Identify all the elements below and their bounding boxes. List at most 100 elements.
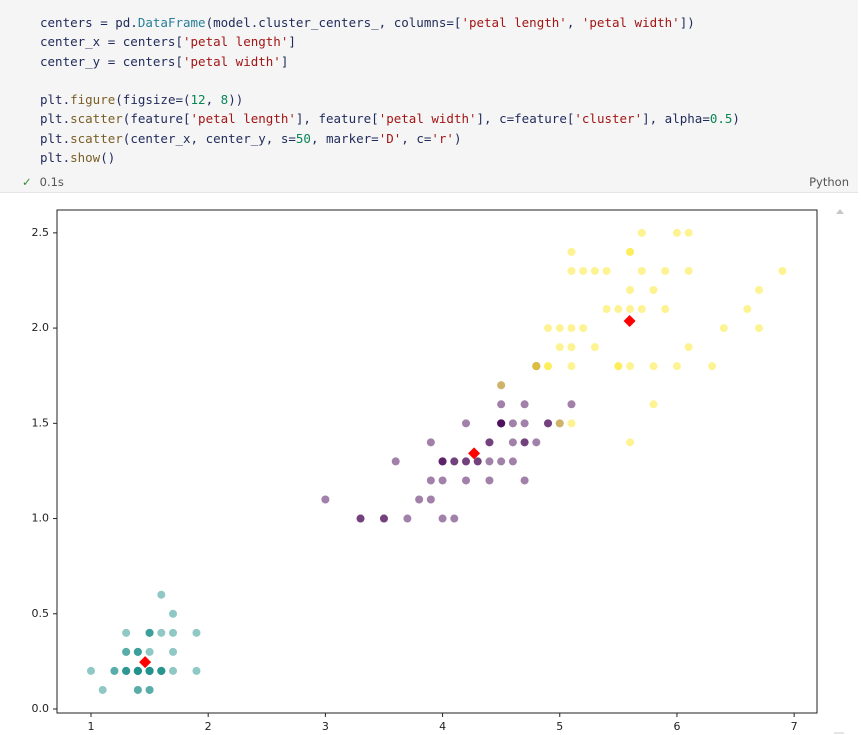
point [567, 324, 576, 333]
code-line: plt.scatter(feature['petal length'], fea… [40, 109, 740, 128]
point [157, 666, 166, 675]
point [379, 514, 388, 523]
point [133, 666, 142, 675]
code-line: plt.figure(figsize=(12, 8)) [40, 90, 740, 109]
x-tick-label: 5 [556, 720, 563, 733]
code-token: plt. [40, 92, 71, 108]
point [462, 476, 471, 485]
point [555, 324, 564, 333]
point [590, 343, 599, 352]
point [438, 457, 447, 466]
code-token: 12 [190, 92, 206, 108]
scroll-arrow[interactable] [836, 209, 844, 214]
point [672, 228, 681, 237]
point [649, 362, 658, 371]
point [544, 419, 553, 428]
point [637, 305, 646, 314]
point [649, 400, 658, 409]
code-token: (feature[ [122, 111, 191, 127]
point [450, 514, 459, 523]
point [133, 685, 142, 694]
code-editor[interactable]: centers = pd.DataFrame(model.cluster_cen… [40, 13, 740, 167]
plot-frame [56, 209, 818, 714]
y-tick-label: 0.0 [32, 702, 50, 715]
duration: 0.1s [39, 175, 64, 189]
point [426, 438, 435, 447]
code-token: plt. [40, 150, 71, 166]
point [169, 628, 178, 637]
code-cell[interactable]: centers = pd.DataFrame(model.cluster_cen… [0, 0, 858, 193]
point [555, 343, 564, 352]
point [485, 438, 494, 447]
code-line: centers = pd.DataFrame(model.cluster_cen… [40, 13, 740, 32]
point [508, 419, 517, 428]
code-token: 'petal length' [183, 34, 289, 50]
point [614, 305, 623, 314]
point [532, 362, 541, 371]
point [544, 362, 553, 371]
point [192, 666, 201, 675]
point [626, 247, 635, 256]
x-tick-label: 7 [791, 720, 798, 733]
point [637, 228, 646, 237]
point [145, 685, 154, 694]
code-token: (figsize=( [115, 92, 191, 108]
language-picker[interactable]: Python [809, 175, 849, 189]
code-token: () [100, 150, 116, 166]
point [145, 666, 154, 675]
point [614, 362, 623, 371]
code-token: DataFrame [137, 15, 206, 30]
code-token: 50 [295, 130, 311, 146]
point [508, 457, 517, 466]
point [169, 666, 178, 675]
code-token: plt. [40, 130, 71, 146]
point [602, 266, 611, 275]
point [321, 495, 330, 504]
code-token: 'D' [378, 130, 402, 146]
point [473, 457, 482, 466]
point [98, 685, 107, 694]
point [169, 609, 178, 618]
point [626, 305, 635, 314]
x-tick-label: 4 [439, 720, 446, 733]
point [497, 419, 506, 428]
y-tick-label: 1.5 [32, 416, 50, 429]
code-line: plt.show() [40, 148, 740, 167]
point [485, 457, 494, 466]
point [520, 476, 529, 485]
point [567, 400, 576, 409]
point [684, 343, 693, 352]
point [110, 666, 119, 675]
code-token: center_x = centers[ [40, 34, 183, 50]
center-marker [139, 656, 152, 669]
point [192, 628, 201, 637]
code-token: 'r' [431, 130, 454, 146]
point [391, 457, 400, 466]
code-token: (model.cluster_centers_, columns=[ [205, 15, 462, 30]
code-token: ) [732, 111, 740, 127]
point [145, 647, 154, 656]
center-marker [468, 447, 481, 460]
point [415, 495, 424, 504]
center-marker [623, 315, 636, 328]
point [661, 266, 670, 275]
point [708, 362, 717, 371]
point [426, 495, 435, 504]
point [719, 324, 728, 333]
point [649, 285, 658, 294]
point [754, 324, 763, 333]
execution-status: ✓ 0.1s [22, 175, 64, 189]
code-token: ], alpha= [642, 111, 710, 127]
point [544, 324, 553, 333]
point [133, 647, 142, 656]
x-tick-label: 6 [673, 720, 680, 733]
point [403, 514, 412, 523]
point [684, 266, 693, 275]
point [497, 400, 506, 409]
code-token: , marker= [310, 130, 379, 146]
code-token: 'petal width' [378, 111, 477, 127]
code-token: 'petal width' [581, 15, 680, 30]
point [637, 266, 646, 275]
